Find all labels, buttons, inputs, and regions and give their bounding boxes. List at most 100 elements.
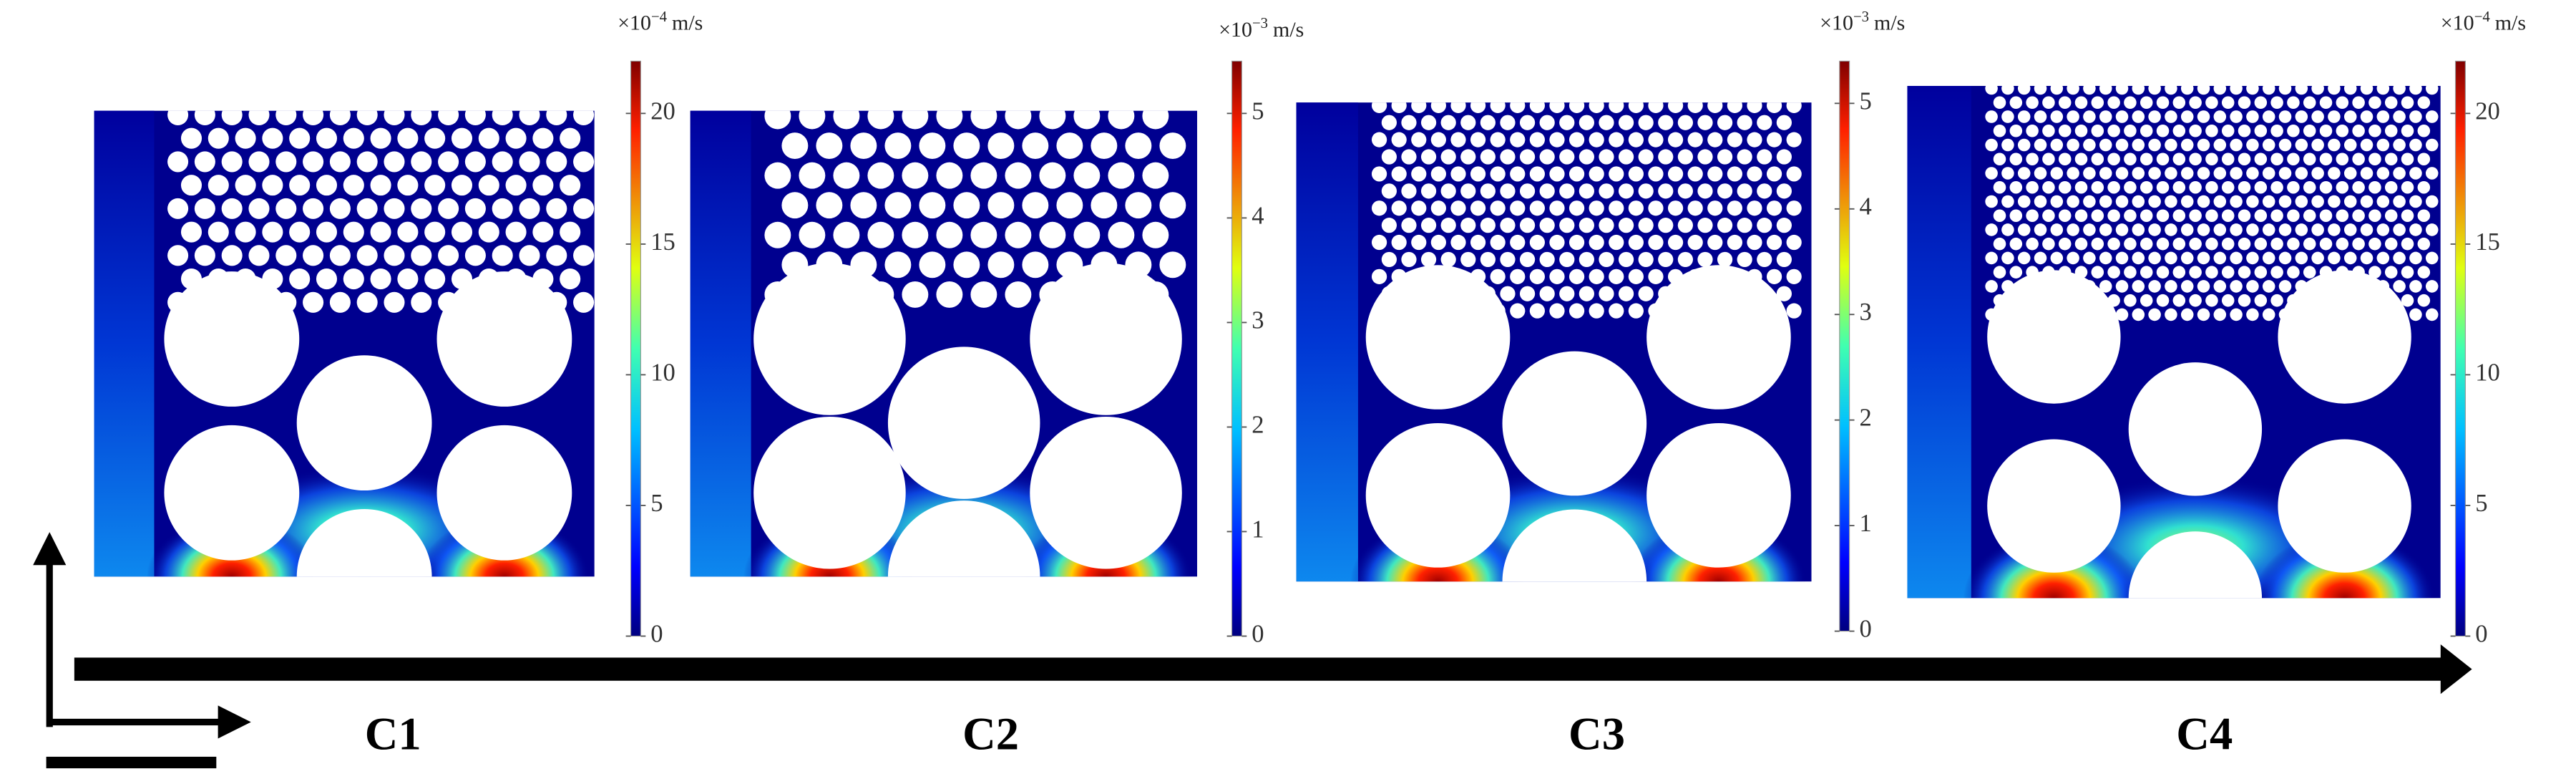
particle xyxy=(2246,280,2259,293)
particle xyxy=(1460,218,1476,233)
particle xyxy=(1539,183,1555,199)
particle xyxy=(275,245,297,266)
particle xyxy=(1559,286,1575,301)
particle xyxy=(2343,251,2357,265)
particle xyxy=(1371,132,1387,147)
particle xyxy=(2425,308,2439,321)
particle xyxy=(2034,280,2047,293)
particle xyxy=(2017,85,2031,95)
particle xyxy=(1529,268,1545,284)
particle xyxy=(1125,251,1152,279)
particle xyxy=(2376,195,2390,208)
particle xyxy=(2017,138,2031,152)
particle xyxy=(2343,195,2357,208)
particle xyxy=(2417,96,2431,110)
particle xyxy=(2001,195,2014,208)
particle xyxy=(2295,138,2308,152)
particle xyxy=(2328,223,2341,236)
particle xyxy=(1717,149,1733,165)
particle xyxy=(2091,180,2104,194)
particle xyxy=(2376,110,2390,123)
particle xyxy=(2050,110,2064,123)
particle xyxy=(1381,251,1397,268)
particle xyxy=(2067,280,2079,293)
particle xyxy=(2303,294,2316,307)
particle xyxy=(2165,110,2177,123)
particle xyxy=(2401,180,2414,194)
axes-icon xyxy=(33,532,251,769)
particle xyxy=(1420,286,1437,301)
particle xyxy=(2156,153,2170,166)
particle xyxy=(2295,85,2308,95)
particle xyxy=(1391,102,1407,113)
particle xyxy=(2197,280,2210,293)
particle xyxy=(2270,180,2283,194)
particle xyxy=(1430,234,1446,251)
particle xyxy=(2058,153,2072,166)
particle xyxy=(1757,286,1772,301)
particle xyxy=(2074,180,2088,194)
particle xyxy=(384,110,405,125)
particle xyxy=(2156,209,2170,222)
particle xyxy=(411,198,432,219)
colorbar xyxy=(630,60,641,637)
particle xyxy=(2343,138,2357,152)
particle xyxy=(2287,153,2300,166)
particle xyxy=(1401,218,1417,233)
particle xyxy=(2009,237,2023,251)
particle xyxy=(519,291,540,313)
particle xyxy=(1539,251,1555,268)
particle xyxy=(2303,237,2316,251)
particle xyxy=(2393,138,2406,152)
particle xyxy=(2205,180,2218,194)
particle xyxy=(2343,85,2357,95)
particle xyxy=(2115,110,2129,123)
particle xyxy=(1786,166,1802,182)
particle xyxy=(262,221,283,243)
particle xyxy=(1599,183,1614,199)
particle xyxy=(464,245,486,266)
particle xyxy=(1579,115,1594,130)
particle xyxy=(2205,294,2218,307)
particle xyxy=(221,245,243,266)
particle xyxy=(2001,110,2014,123)
particle xyxy=(573,198,595,219)
particle xyxy=(2083,85,2096,95)
particle xyxy=(2156,180,2170,194)
particle xyxy=(1786,234,1802,251)
particle xyxy=(1757,183,1772,199)
particle xyxy=(1687,268,1703,284)
tick-label: 0 xyxy=(1859,615,1871,642)
particle xyxy=(1022,192,1049,219)
particle xyxy=(411,110,432,125)
particle xyxy=(2368,124,2381,137)
particle xyxy=(1056,132,1083,160)
particle xyxy=(2352,209,2365,222)
particle xyxy=(2009,124,2023,137)
particle xyxy=(1450,268,1466,284)
particle xyxy=(194,151,215,173)
particle xyxy=(2017,195,2031,208)
particle xyxy=(1420,149,1437,165)
particle xyxy=(2058,124,2072,137)
obstacle xyxy=(296,355,432,491)
particle xyxy=(1460,115,1476,130)
particle xyxy=(1648,268,1664,284)
particle xyxy=(1707,132,1723,147)
particle xyxy=(1039,162,1066,189)
particle xyxy=(850,132,877,160)
particle xyxy=(2050,195,2064,208)
particle xyxy=(2083,195,2096,208)
particle xyxy=(2050,280,2064,293)
particle xyxy=(1391,166,1407,182)
particle xyxy=(1677,183,1693,199)
particle xyxy=(262,175,283,196)
particle xyxy=(1993,266,2006,279)
particle xyxy=(1559,251,1575,268)
particle xyxy=(2132,167,2145,180)
particle xyxy=(970,162,997,189)
particle xyxy=(1159,132,1186,160)
particle xyxy=(1430,268,1446,284)
particle xyxy=(1589,102,1604,113)
particle xyxy=(2417,180,2431,194)
